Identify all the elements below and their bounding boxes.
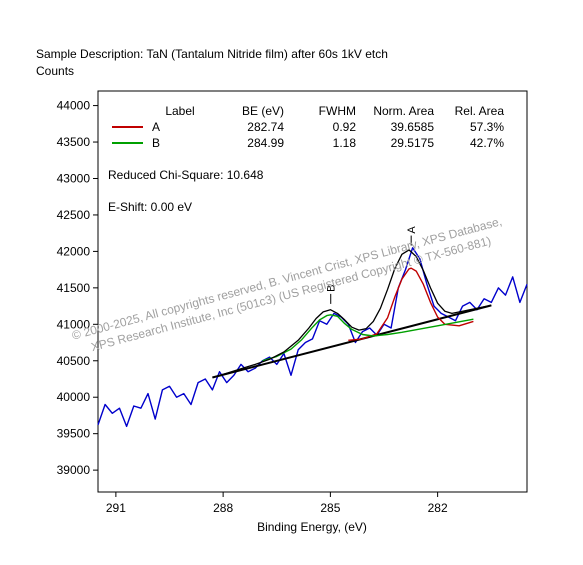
y-tick-label: 41500: [57, 281, 91, 295]
peak-labels: AB: [326, 226, 418, 304]
series-envelope-line: [212, 249, 492, 379]
chi-square-text: Reduced Chi-Square: 10.648: [108, 168, 264, 182]
y-axis: 39000 39500 40000 40500 41000 41500 42000 42500…: [57, 99, 98, 477]
legend-row-b-be: 284.99: [247, 136, 284, 150]
legend-header-be: BE (eV): [242, 104, 284, 118]
legend-header-norm-area: Norm. Area: [373, 104, 434, 118]
y-tick-label: 44000: [57, 99, 91, 113]
legend: Label BE (eV) FWHM Norm. Area Rel. Area …: [108, 104, 504, 214]
y-unit-label: Counts: [36, 64, 74, 78]
series-A-line: [348, 267, 474, 341]
peak-label-a: A: [406, 226, 418, 234]
legend-row-a-norm-area: 39.6585: [391, 120, 435, 134]
series-group: [97, 247, 528, 428]
y-tick-label: 43000: [57, 171, 91, 185]
y-tick-label: 39500: [57, 427, 91, 441]
y-tick-label: 39000: [57, 463, 91, 477]
legend-header-rel-area: Rel. Area: [455, 104, 505, 118]
x-tick-label: 291: [106, 501, 126, 515]
sample-description: Sample Description: TaN (Tantalum Nitrid…: [36, 47, 388, 61]
e-shift-text: E-Shift: 0.00 eV: [108, 200, 192, 214]
y-tick-label: 40500: [57, 354, 91, 368]
watermark-line-2: XPS Research Institute, Inc (501c3) (US …: [90, 234, 493, 355]
y-tick-label: 42000: [57, 244, 91, 258]
x-axis-title: Binding Energy, (eV): [257, 520, 367, 534]
legend-header-label: Label: [165, 104, 194, 118]
legend-row-a-rel-area: 57.3%: [470, 120, 504, 134]
x-tick-label: 288: [213, 501, 233, 515]
plot-area: [97, 90, 528, 493]
legend-row-a-fwhm: 0.92: [333, 120, 357, 134]
x-tick-label: 282: [428, 501, 448, 515]
series-B-line: [262, 314, 474, 362]
legend-row-b-norm-area: 29.5175: [391, 136, 435, 150]
y-tick-label: 43500: [57, 135, 91, 149]
peak-label-b: B: [326, 285, 338, 292]
x-tick-label: 285: [320, 501, 340, 515]
y-tick-label: 42500: [57, 208, 91, 222]
y-tick-label: 41000: [57, 317, 91, 331]
series-raw-line: [97, 247, 528, 428]
x-axis: 291 288 285 282: [106, 492, 448, 515]
y-tick-label: 40000: [57, 390, 91, 404]
legend-row-a-label: A: [152, 120, 160, 134]
legend-row-b-rel-area: 42.7%: [470, 136, 504, 150]
watermark: © 2000-2025, All copyrights reserved, B.…: [70, 214, 503, 355]
legend-row-a-be: 282.74: [247, 120, 284, 134]
watermark-line-1: © 2000-2025, All copyrights reserved, B.…: [70, 214, 503, 343]
legend-header-fwhm: FWHM: [319, 104, 356, 118]
legend-row-b-label: B: [152, 136, 160, 150]
series-background-line: [212, 304, 492, 379]
legend-row-b-fwhm: 1.18: [333, 136, 357, 150]
